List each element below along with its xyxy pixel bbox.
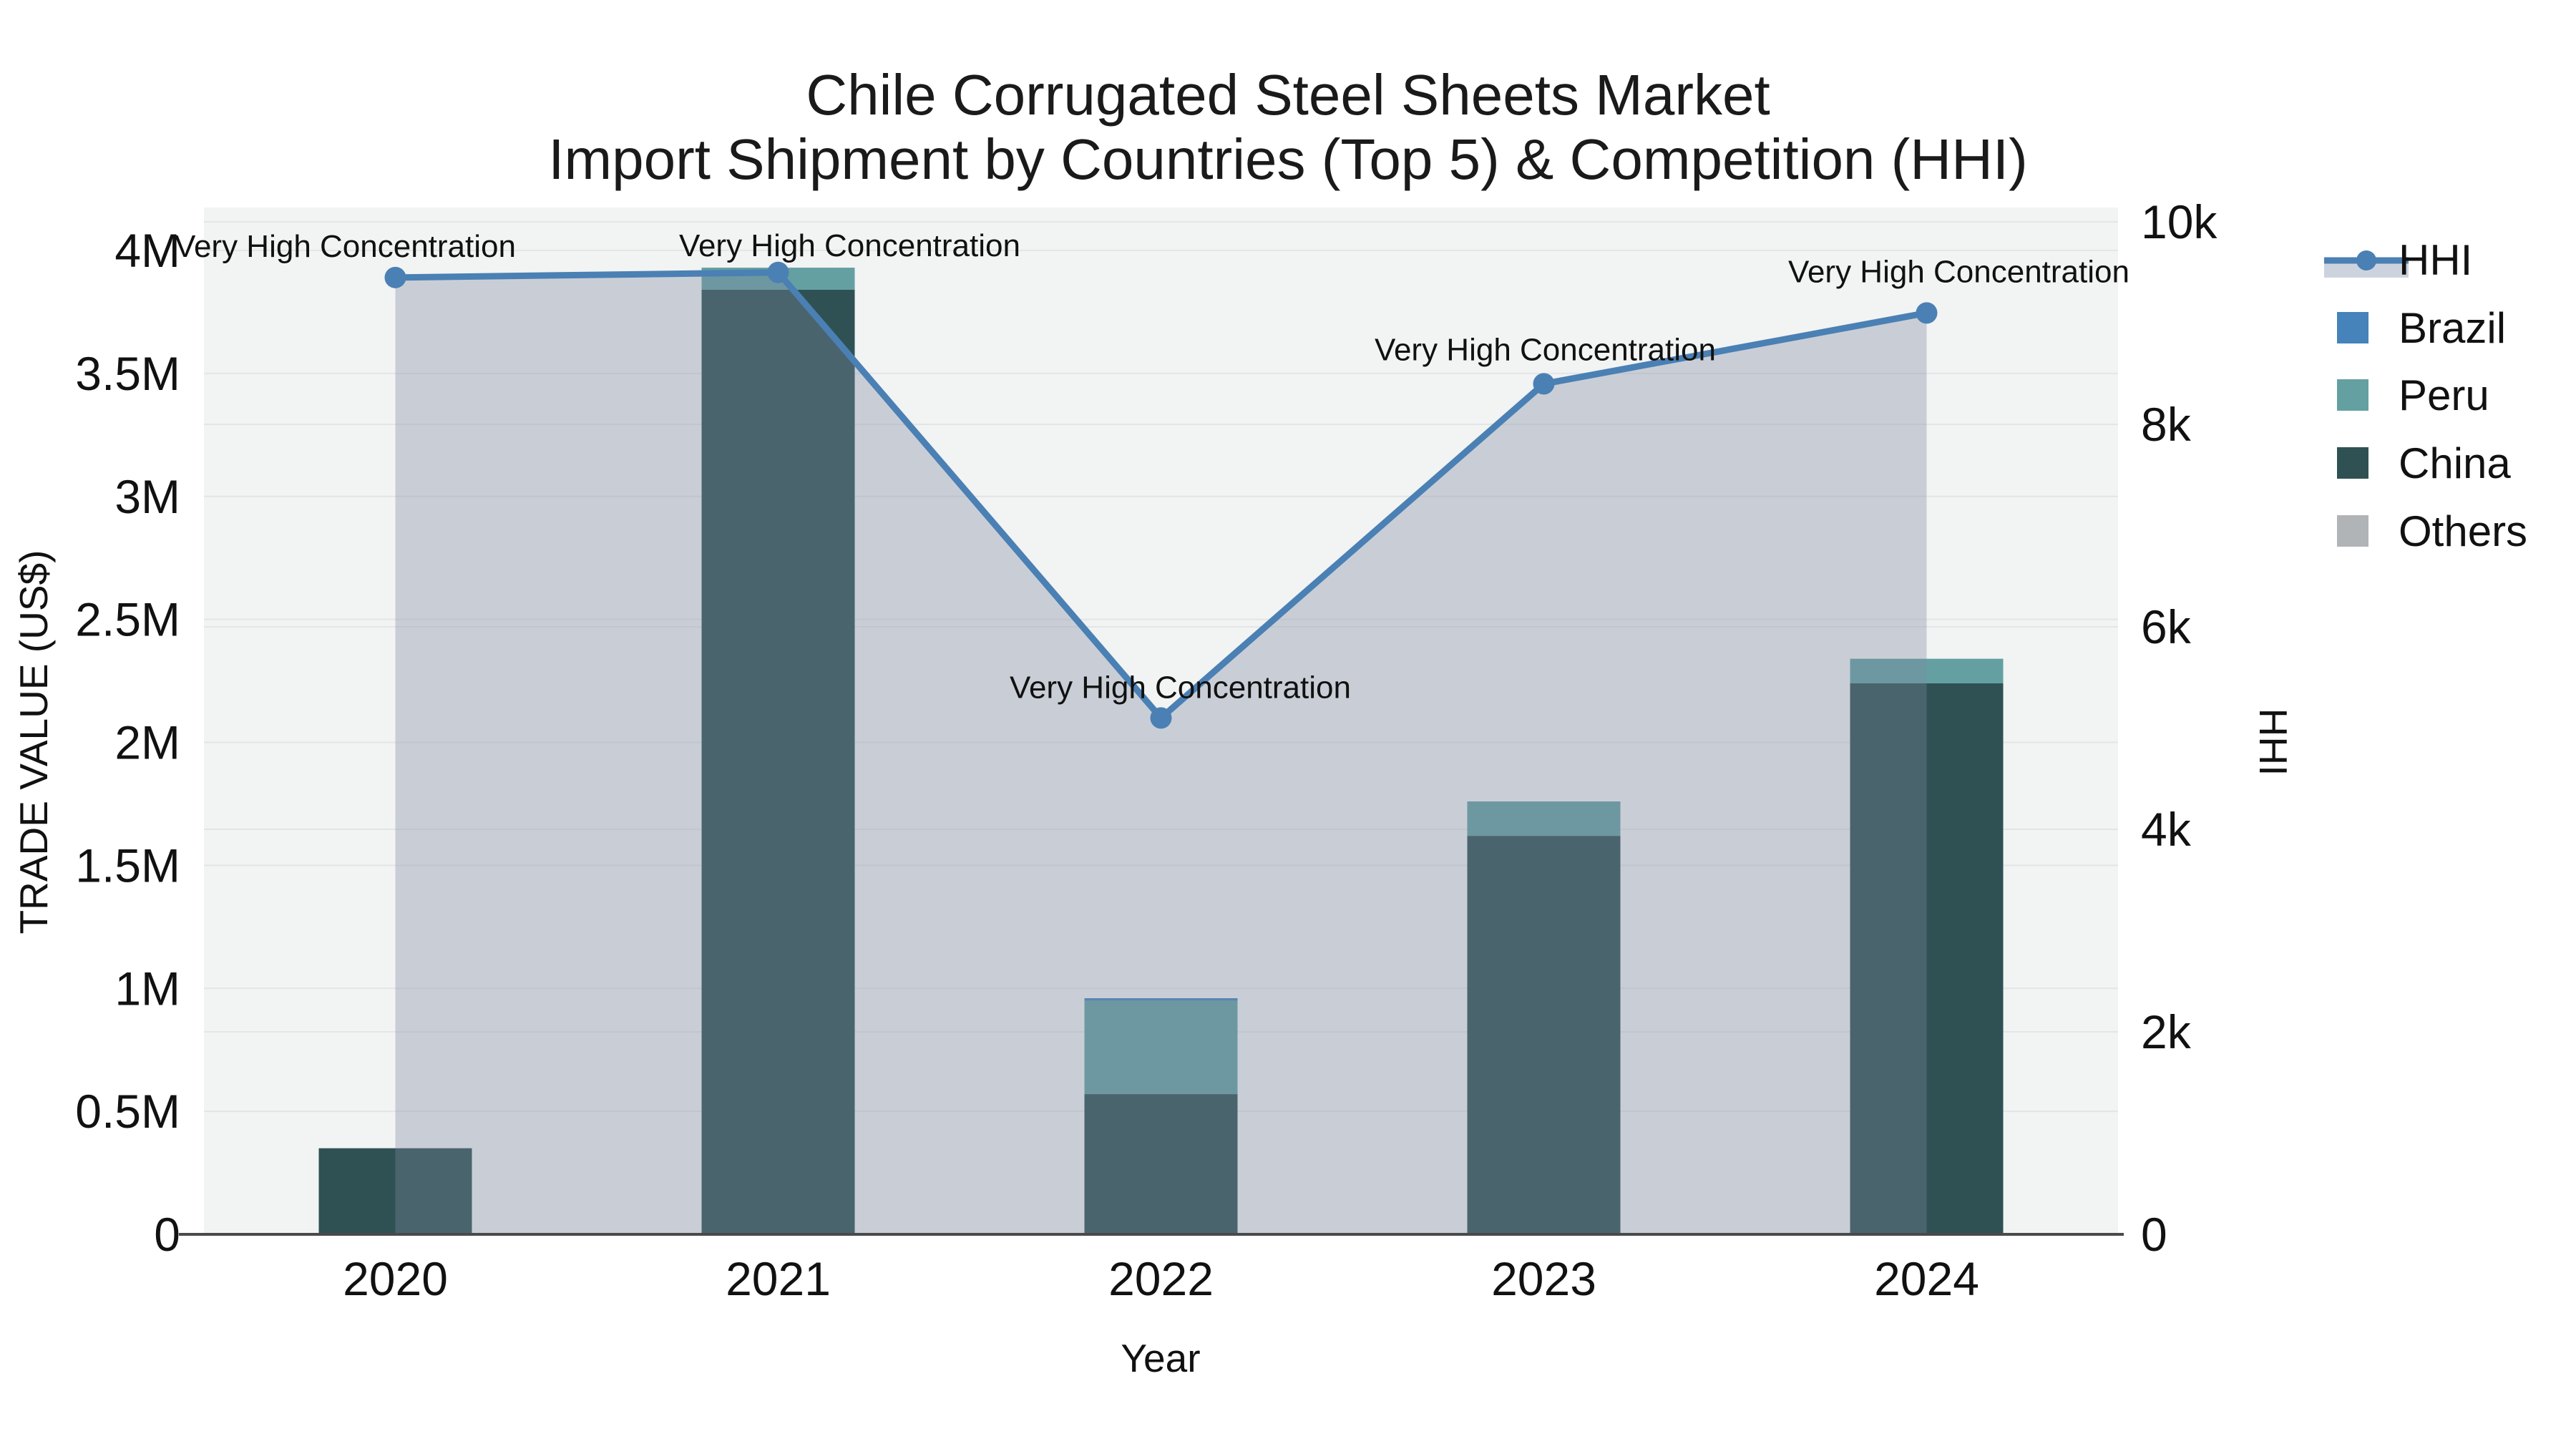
hhi-marker-2024 [1916, 302, 1938, 324]
bar-segment-china-2020 [318, 1148, 472, 1234]
legend-swatch-others[interactable] [2337, 515, 2368, 547]
legend-label-peru[interactable]: Peru [2399, 371, 2489, 419]
legend: HHI Brazil Peru China Others [2324, 236, 2527, 555]
hhi-area-fill [395, 272, 1927, 1234]
bar-segment-peru-2023 [1467, 801, 1621, 836]
y-left-tick-2.5M: 2.5M [75, 593, 180, 646]
legend-label-brazil[interactable]: Brazil [2399, 304, 2506, 352]
y-right-tick-2k: 2k [2141, 1005, 2192, 1058]
x-tick-2024: 2024 [1874, 1252, 1979, 1305]
y-right-tick-6k: 6k [2141, 600, 2192, 653]
bars-group [318, 268, 2004, 1234]
legend-item-others[interactable]: Others [2337, 507, 2527, 555]
x-tick-2022: 2022 [1108, 1252, 1214, 1305]
y-left-tick-1.5M: 1.5M [75, 839, 180, 892]
hhi-marker-2023 [1533, 373, 1555, 395]
annotation-2021: Very High Concentration [679, 228, 1020, 263]
annotation-2024: Very High Concentration [1788, 254, 2129, 289]
y-left-tick-3M: 3M [114, 470, 180, 523]
hhi-marker-2020 [384, 266, 406, 288]
legend-item-brazil[interactable]: Brazil [2337, 304, 2506, 352]
y-left-tick-4M: 4M [114, 224, 180, 277]
hhi-marker-2021 [767, 261, 789, 283]
legend-swatch-brazil[interactable] [2337, 312, 2368, 343]
y-right-tick-4k: 4k [2141, 803, 2192, 856]
y-left-tick-0.5M: 0.5M [75, 1085, 180, 1138]
annotation-2023: Very High Concentration [1375, 332, 1716, 367]
legend-item-hhi[interactable]: HHI [2324, 236, 2472, 284]
y-right-tick-0: 0 [2141, 1208, 2167, 1261]
annotation-2022: Very High Concentration [1010, 670, 1351, 705]
bar-segment-peru-2024 [1850, 658, 2004, 683]
bar-segment-china-2021 [701, 290, 855, 1234]
plot-root: Very High Concentration Very High Concent… [75, 195, 2218, 1305]
y-left-tick-0: 0 [154, 1208, 180, 1261]
y-right-tick-8k: 8k [2141, 398, 2192, 451]
legend-label-china[interactable]: China [2399, 439, 2511, 487]
y-right-tick-10k: 10k [2141, 195, 2218, 248]
legend-label-hhi[interactable]: HHI [2399, 236, 2472, 284]
x-tick-2023: 2023 [1491, 1252, 1596, 1305]
x-axis-title: Year [1121, 1336, 1200, 1380]
y-left-tick-2M: 2M [114, 716, 180, 769]
x-tick-2021: 2021 [726, 1252, 831, 1305]
chart-title-line1: Chile Corrugated Steel Sheets Market [806, 63, 1770, 127]
bar-segment-brazil-2022 [1084, 998, 1238, 1001]
legend-swatch-china[interactable] [2337, 447, 2368, 479]
hhi-marker-2022 [1150, 707, 1172, 729]
y-axis-left-title: TRADE VALUE (US$) [11, 550, 56, 935]
legend-item-peru[interactable]: Peru [2337, 371, 2489, 419]
annotation-2020: Very High Concentration [175, 229, 516, 264]
legend-item-china[interactable]: China [2337, 439, 2511, 487]
chart-title-line2: Import Shipment by Countries (Top 5) & C… [548, 127, 2027, 191]
y-axis-right-title: HHI [2251, 708, 2296, 776]
bar-segment-china-2024 [1850, 683, 2004, 1234]
y-left-tick-3.5M: 3.5M [75, 347, 180, 400]
legend-hhi-marker-swatch[interactable] [2356, 250, 2376, 270]
legend-swatch-peru[interactable] [2337, 379, 2368, 411]
bar-segment-china-2022 [1084, 1094, 1238, 1234]
legend-label-others[interactable]: Others [2399, 507, 2527, 555]
x-tick-2020: 2020 [343, 1252, 448, 1305]
y-left-tick-1M: 1M [114, 962, 180, 1015]
bar-segment-peru-2022 [1084, 1000, 1238, 1095]
bar-segment-china-2023 [1467, 836, 1621, 1234]
